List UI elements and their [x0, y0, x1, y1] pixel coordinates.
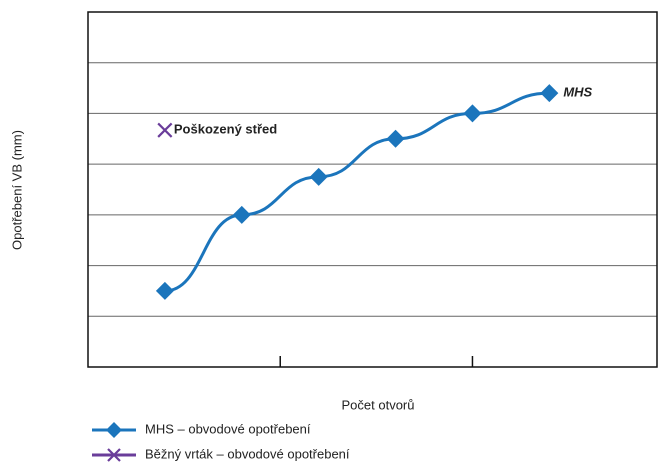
data-point — [309, 167, 328, 186]
data-point — [232, 205, 251, 224]
data-point — [463, 104, 482, 123]
series-annotation: MHS — [563, 85, 592, 100]
y-axis-label: Opotřebení VB (mm) — [9, 130, 24, 250]
legend-marker — [106, 422, 122, 438]
plot-border — [87, 11, 658, 368]
data-point — [386, 129, 405, 148]
data-point — [155, 281, 174, 300]
legend-label: Běžný vrták – obvodové opotřebení — [145, 446, 350, 461]
data-point — [157, 122, 173, 138]
legend-marker — [107, 448, 121, 462]
x-axis-label: Počet otvorů — [342, 397, 415, 412]
series-annotation: Poškozený střed — [174, 122, 277, 137]
legend-label: MHS – obvodové opotřebení — [145, 421, 311, 436]
data-point — [540, 84, 559, 103]
